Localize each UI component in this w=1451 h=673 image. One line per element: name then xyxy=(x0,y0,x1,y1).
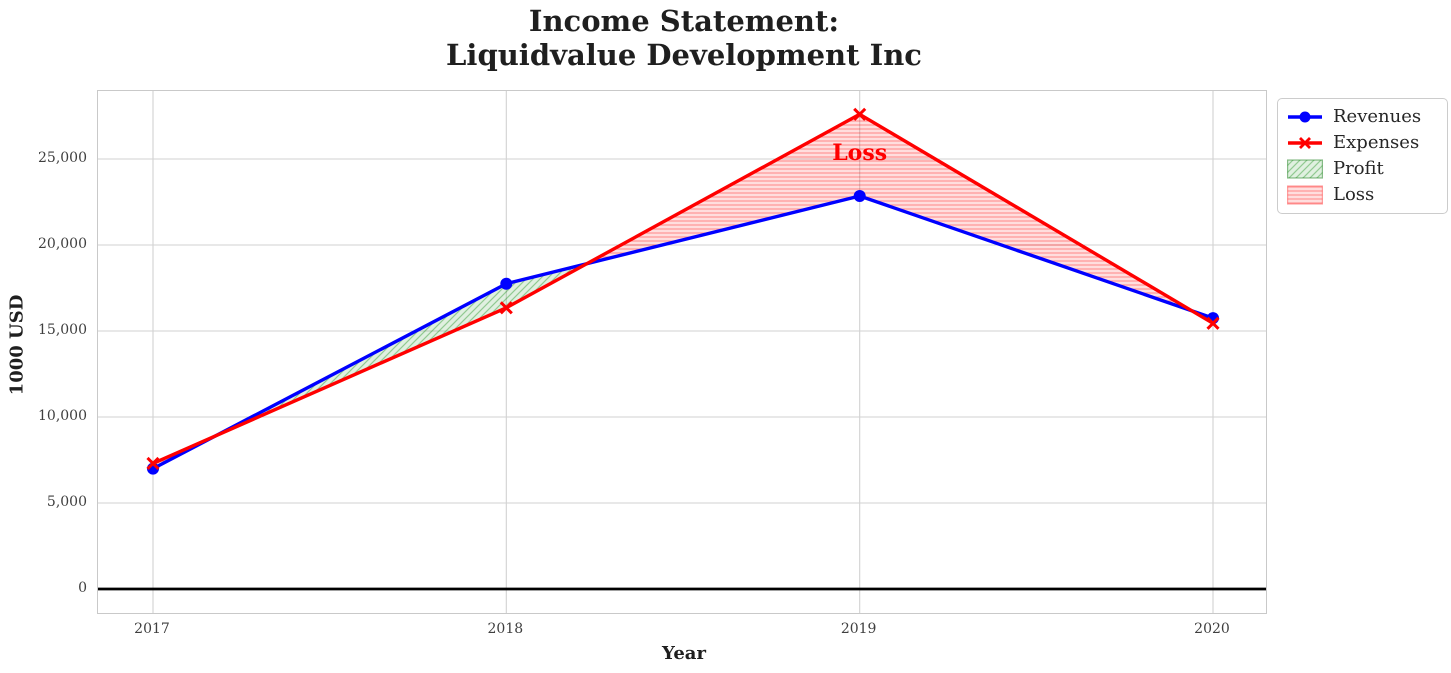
legend-item-profit: Profit xyxy=(1287,156,1438,182)
chart-title-line1: Income Statement: xyxy=(528,4,840,38)
y-tick-label: 25,000 xyxy=(38,150,87,166)
legend-item-expenses: Expenses xyxy=(1287,130,1438,156)
x-tick-label: 2019 xyxy=(840,621,877,637)
y-tick-label: 0 xyxy=(78,580,87,596)
legend-label-expenses: Expenses xyxy=(1333,132,1420,153)
x-tick-label: 2020 xyxy=(1194,621,1230,637)
expenses-line-icon xyxy=(1287,132,1323,154)
x-axis-label: Year xyxy=(662,643,706,664)
expenses-marker xyxy=(146,456,160,470)
profit-loss-fills xyxy=(153,114,1213,469)
chart-title: Income Statement: Liquidvalue Developmen… xyxy=(0,4,1368,72)
x-tick-label: 2018 xyxy=(487,621,524,637)
legend-label-profit: Profit xyxy=(1333,158,1384,179)
expenses-marker xyxy=(499,301,513,315)
legend-item-revenues: Revenues xyxy=(1287,104,1438,130)
legend-label-loss: Loss xyxy=(1333,184,1375,205)
y-tick-label: 5,000 xyxy=(46,494,87,510)
loss-annotation: Loss xyxy=(832,139,888,166)
expenses-marker xyxy=(1206,316,1220,330)
revenues-marker xyxy=(853,190,866,202)
legend-item-loss: Loss xyxy=(1287,182,1438,208)
y-tick-label: 15,000 xyxy=(38,322,87,338)
y-tick-label: 10,000 xyxy=(38,408,87,424)
expenses-marker xyxy=(853,107,867,121)
x-tick-label: 2017 xyxy=(134,621,170,637)
loss-hatch-icon xyxy=(1287,184,1323,206)
gridlines xyxy=(98,91,1266,613)
legend: Revenues Expenses Profit Loss xyxy=(1277,98,1448,214)
chart-title-line2: Liquidvalue Development Inc xyxy=(446,38,922,72)
plot-area: Loss xyxy=(97,90,1267,614)
y-axis-label: 1000 USD xyxy=(6,294,28,396)
profit-fill xyxy=(216,263,586,436)
series-lines xyxy=(146,107,1220,475)
legend-label-revenues: Revenues xyxy=(1333,106,1422,127)
chart-canvas xyxy=(98,91,1266,613)
revenues-marker xyxy=(500,277,513,290)
profit-hatch-icon xyxy=(1287,158,1323,180)
loss-fill xyxy=(587,114,1192,311)
revenues-line xyxy=(152,194,1214,471)
expenses-line xyxy=(152,112,1214,465)
revenues-line-icon xyxy=(1287,106,1323,128)
y-tick-label: 20,000 xyxy=(38,236,87,252)
